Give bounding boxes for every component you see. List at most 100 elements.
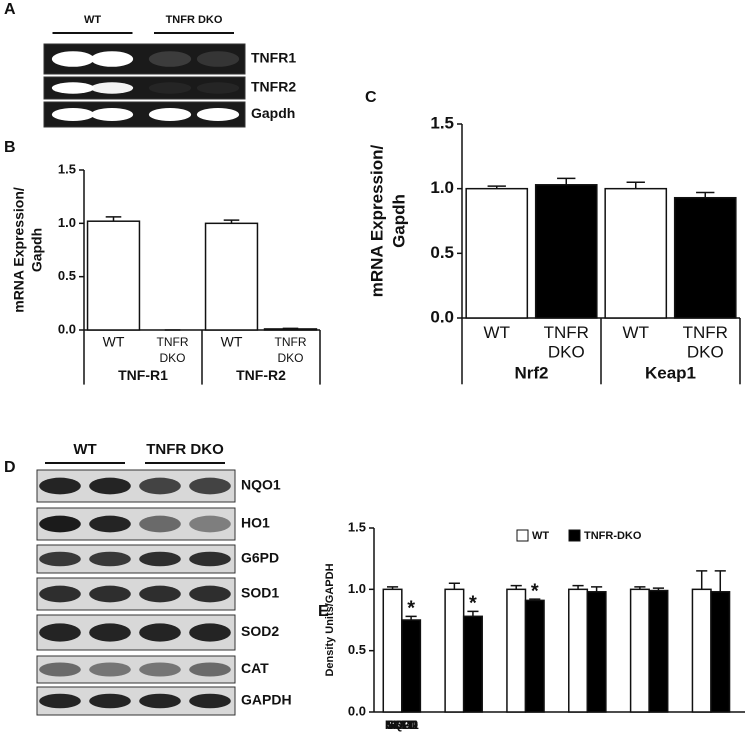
group-label: TNF-R2 (236, 367, 286, 383)
band (89, 693, 131, 709)
significance-marker: * (469, 593, 477, 615)
panel-label: A (4, 1, 16, 18)
x-tick-label: TNFR (544, 323, 589, 342)
group-label: TNF-R1 (118, 367, 168, 383)
row-label: SOD1 (241, 585, 279, 601)
band (189, 623, 231, 642)
band (139, 662, 181, 677)
band (148, 51, 192, 67)
x-tick-label: TNFR (157, 335, 189, 349)
x-tick-label: HO-1 (387, 718, 416, 732)
band (139, 551, 181, 567)
x-tick-label: DKO (159, 351, 185, 365)
error-bar (626, 181, 645, 189)
y-tick-label: 0.0 (430, 307, 454, 326)
band (89, 662, 131, 677)
x-tick-label: G6PD (385, 718, 418, 732)
band (51, 51, 95, 67)
x-tick-label: DKO (548, 342, 585, 361)
row-label: CAT (241, 660, 269, 676)
legend-swatch (568, 529, 581, 542)
bar (691, 588, 712, 713)
bar (710, 591, 731, 713)
bar (506, 588, 527, 713)
x-tick-label: WT (103, 333, 125, 349)
y-axis-label: Density Units/GAPDH (324, 563, 336, 676)
x-tick-label: NQO1 (385, 718, 419, 732)
band (89, 551, 131, 567)
x-tick-label: SOD2 (385, 718, 418, 732)
error-bar (448, 582, 460, 590)
panel-label: E (318, 603, 329, 620)
panel-label: B (4, 139, 16, 156)
band (189, 585, 231, 603)
y-axis-label: Gapdh (389, 194, 408, 248)
band (189, 551, 231, 567)
significance-marker: * (531, 580, 539, 602)
bar (648, 589, 669, 713)
bar (462, 615, 483, 713)
band (196, 108, 240, 121)
y-tick-label: 1.0 (348, 581, 366, 596)
x-tick-label: CAT (390, 718, 414, 732)
lane-label: TNFR DKO (166, 14, 223, 26)
x-tick-label: SOD1 (385, 718, 418, 732)
error-bar (467, 610, 479, 617)
x-tick-label: WT (623, 323, 649, 342)
x-tick-label: WT (484, 323, 510, 342)
bar (568, 588, 589, 713)
band (89, 623, 131, 642)
bar (401, 619, 422, 713)
x-tick-label: TNFR (683, 323, 728, 342)
band (139, 623, 181, 642)
band (39, 515, 81, 533)
lane-label: TNFR DKO (146, 441, 224, 458)
band (90, 82, 134, 94)
x-tick-label: DKO (687, 342, 724, 361)
row-label: TNFR2 (251, 79, 296, 95)
band (148, 108, 192, 121)
band (90, 108, 134, 121)
x-tick-label: WT (221, 333, 243, 349)
x-tick-label: DKO (277, 351, 303, 365)
row-label: HO1 (241, 515, 270, 531)
row-label: NQO1 (241, 477, 281, 493)
band (89, 515, 131, 533)
band (89, 477, 131, 495)
error-bar (696, 570, 708, 590)
y-tick-label: 0.0 (348, 703, 366, 718)
y-axis-label: mRNA Expression/ (367, 145, 386, 298)
bar (534, 184, 598, 319)
band (196, 51, 240, 67)
legend-label: WT (532, 530, 549, 542)
bar (465, 187, 529, 319)
y-tick-label: 0.5 (430, 243, 454, 262)
error-bar (714, 570, 726, 592)
panel-label: D (4, 459, 16, 476)
error-bar (557, 177, 576, 185)
lane-label: WT (84, 14, 101, 26)
band (189, 477, 231, 495)
band (196, 82, 240, 94)
row-label: TNFR1 (251, 50, 296, 66)
bar (204, 222, 259, 331)
bar (263, 328, 318, 331)
band (39, 623, 81, 642)
row-label: SOD2 (241, 623, 279, 639)
y-tick-label: 0.5 (348, 642, 366, 657)
band (189, 515, 231, 533)
row-label: G6PD (241, 550, 279, 566)
row-label: Gapdh (251, 105, 295, 121)
y-tick-label: 0.5 (58, 268, 76, 283)
band (139, 477, 181, 495)
group-label: Nrf2 (514, 364, 548, 383)
bar (444, 588, 465, 713)
bar (604, 187, 668, 319)
band (39, 477, 81, 495)
band (89, 585, 131, 603)
band (39, 585, 81, 603)
blot-row (43, 76, 246, 100)
legend-label: TNFR-DKO (584, 530, 642, 542)
y-tick-label: 1.5 (58, 161, 76, 176)
